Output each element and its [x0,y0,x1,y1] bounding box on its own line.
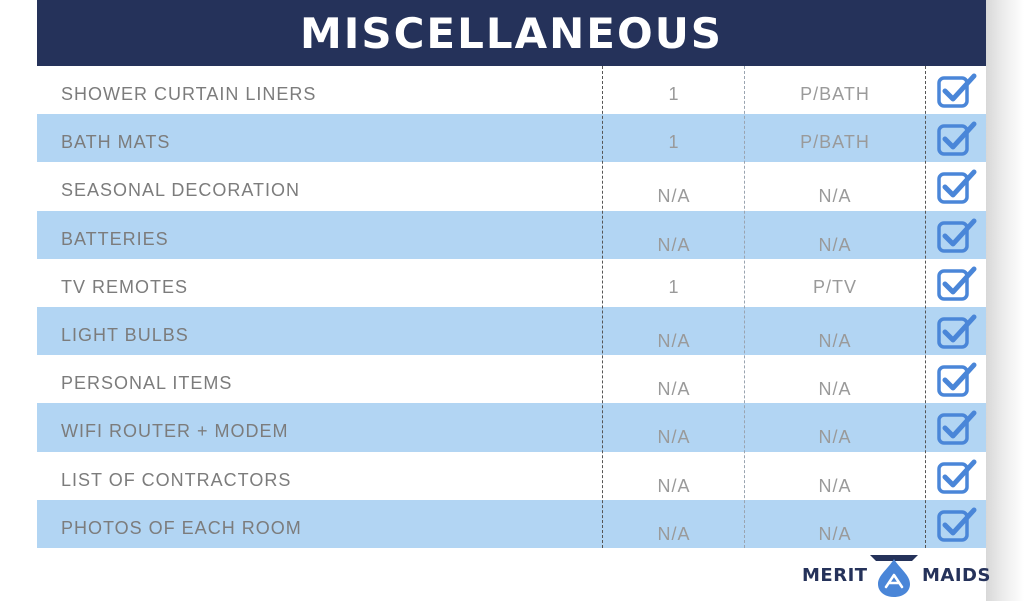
column-divider-qty [602,66,603,548]
item-quantity: N/A [657,523,691,544]
item-label: LIST OF CONTRACTORS [61,469,292,490]
item-unit: P/BATH [800,132,870,153]
checkbox-checked-icon[interactable] [937,218,977,254]
checklist-rows: SHOWER CURTAIN LINERS 1 P/BATH BATH MATS 1 P/… [37,66,986,548]
table-row: WIFI ROUTER + MODEM N/A N/A [37,403,986,452]
checkbox-checked-icon[interactable] [937,169,977,205]
item-unit: N/A [818,234,852,255]
checkbox-checked-icon[interactable] [937,266,977,302]
item-quantity: N/A [657,379,691,400]
item-quantity: N/A [657,427,691,448]
checkbox-checked-icon[interactable] [937,362,977,398]
item-quantity: N/A [657,475,691,496]
logo-text-maids: MAIDS [922,565,991,586]
item-label: PHOTOS OF EACH ROOM [61,517,302,538]
item-label: PERSONAL ITEMS [61,373,233,394]
item-unit: N/A [818,186,852,207]
table-row: SEASONAL DECORATION N/A N/A [37,162,986,210]
checkbox-checked-icon[interactable] [937,507,977,543]
table-row: TV REMOTES 1 P/TV [37,259,986,307]
logo-text-merit: MERIT [802,565,868,586]
item-unit: N/A [818,427,852,448]
item-quantity: N/A [657,234,691,255]
column-divider-unit [744,66,745,548]
item-label: SEASONAL DECORATION [61,180,301,201]
item-unit: P/TV [812,276,857,297]
water-drop-logo-icon [870,555,918,597]
item-quantity: N/A [657,186,691,207]
page-shadow [986,0,1024,601]
item-quantity: 1 [668,132,680,153]
item-label: BATTERIES [61,228,169,249]
table-row: BATH MATS 1 P/BATH [37,114,986,163]
checkbox-checked-icon[interactable] [937,121,977,157]
table-row: BATTERIES N/A N/A [37,210,986,259]
merit-maids-logo: MERIT MAIDS [800,553,990,597]
table-row: PHOTOS OF EACH ROOM N/A N/A [37,499,986,548]
checkbox-checked-icon[interactable] [937,314,977,350]
item-unit: N/A [818,523,852,544]
item-unit: N/A [818,330,852,351]
item-unit: P/BATH [800,84,870,104]
checkbox-checked-icon[interactable] [937,459,977,495]
item-label: LIGHT BULBS [61,324,189,345]
item-label: TV REMOTES [61,276,189,297]
item-label: BATH MATS [61,132,171,153]
item-quantity: N/A [657,330,691,351]
item-unit: N/A [818,475,852,496]
table-row: LIST OF CONTRACTORS N/A N/A [37,452,986,500]
section-title: MISCELLANEOUS [299,8,724,58]
checklist-card: MISCELLANEOUS SHOWER CURTAIN LINERS 1 P/BA… [37,0,986,548]
item-quantity: 1 [668,84,680,104]
section-header: MISCELLANEOUS [37,0,986,66]
table-row: LIGHT BULBS N/A N/A [37,306,986,356]
checkbox-checked-icon[interactable] [937,73,977,109]
table-row: SHOWER CURTAIN LINERS 1 P/BATH [37,66,986,114]
checkbox-checked-icon[interactable] [937,410,977,446]
item-label: SHOWER CURTAIN LINERS [61,84,317,104]
item-label: WIFI ROUTER + MODEM [61,421,289,442]
table-row: PERSONAL ITEMS N/A N/A [37,355,986,403]
column-divider-check [925,66,926,548]
item-unit: N/A [818,379,852,400]
item-quantity: 1 [668,276,680,297]
